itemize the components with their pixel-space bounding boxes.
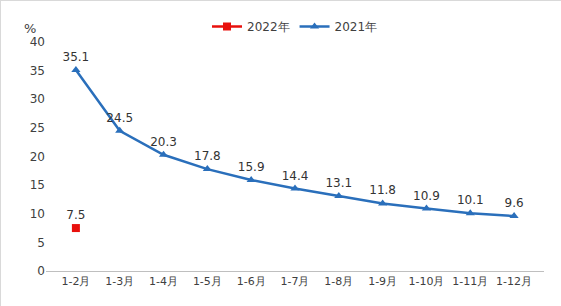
svg-text:17.8: 17.8 <box>194 149 221 163</box>
svg-text:1-2月: 1-2月 <box>61 275 90 288</box>
svg-text:%: % <box>24 21 36 36</box>
svg-text:1-12月: 1-12月 <box>496 275 532 288</box>
svg-text:30: 30 <box>30 92 45 106</box>
svg-text:1-5月: 1-5月 <box>193 275 222 288</box>
svg-text:20: 20 <box>30 150 45 164</box>
svg-text:25: 25 <box>30 121 45 135</box>
svg-text:24.5: 24.5 <box>106 111 133 125</box>
svg-text:2021年: 2021年 <box>335 20 378 34</box>
svg-text:15: 15 <box>30 178 45 192</box>
svg-text:13.1: 13.1 <box>325 176 352 190</box>
svg-text:14.4: 14.4 <box>282 169 309 183</box>
svg-text:11.8: 11.8 <box>369 183 396 197</box>
svg-text:1-6月: 1-6月 <box>237 275 266 288</box>
svg-text:1-10月: 1-10月 <box>408 275 444 288</box>
svg-text:10: 10 <box>30 207 45 221</box>
svg-text:15.9: 15.9 <box>238 160 265 174</box>
svg-text:2022年: 2022年 <box>247 20 290 34</box>
svg-text:35.1: 35.1 <box>63 50 90 64</box>
svg-text:9.6: 9.6 <box>505 196 524 210</box>
svg-text:7.5: 7.5 <box>66 208 85 222</box>
svg-text:1-3月: 1-3月 <box>105 275 134 288</box>
svg-text:10.1: 10.1 <box>457 193 484 207</box>
svg-text:1-7月: 1-7月 <box>281 275 310 288</box>
svg-text:40: 40 <box>30 35 45 49</box>
svg-text:1-8月: 1-8月 <box>324 275 353 288</box>
svg-text:35: 35 <box>30 64 45 78</box>
svg-text:20.3: 20.3 <box>150 135 177 149</box>
svg-text:1-11月: 1-11月 <box>452 275 488 288</box>
svg-text:10.9: 10.9 <box>413 189 440 203</box>
svg-text:0: 0 <box>37 264 45 278</box>
svg-text:1-9月: 1-9月 <box>368 275 397 288</box>
svg-text:5: 5 <box>37 236 45 250</box>
svg-text:1-4月: 1-4月 <box>149 275 178 288</box>
